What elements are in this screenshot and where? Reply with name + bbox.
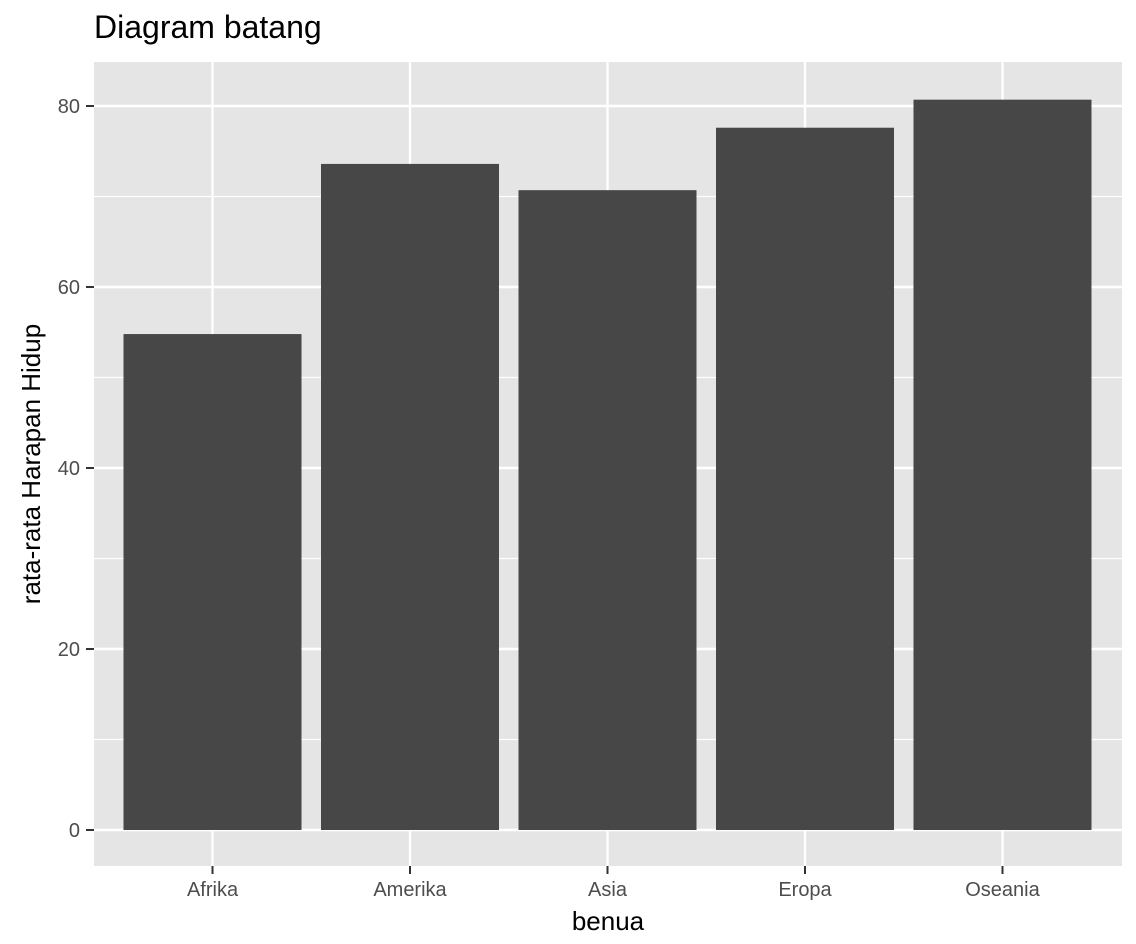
chart-title: Diagram batang <box>94 9 322 45</box>
x-axis: Afrika Amerika Asia Eropa Oseania <box>187 866 1041 901</box>
bars <box>123 99 1092 831</box>
bar-oseania <box>913 99 1092 831</box>
y-tick-label: 0 <box>69 820 80 842</box>
x-tick-label-amerika: Amerika <box>373 879 447 901</box>
x-tick-label-eropa: Eropa <box>778 879 832 901</box>
y-axis: 0 20 40 60 80 <box>58 96 94 842</box>
y-tick-label: 60 <box>58 277 80 299</box>
x-tick-label-afrika: Afrika <box>187 879 239 901</box>
bar-amerika <box>321 163 499 831</box>
bar-eropa <box>716 127 894 831</box>
x-axis-title: benua <box>572 906 645 936</box>
y-tick-label: 40 <box>58 458 80 480</box>
y-tick-label: 20 <box>58 639 80 661</box>
x-tick-label-oseania: Oseania <box>965 879 1040 901</box>
bar-asia <box>518 190 697 831</box>
y-tick-label: 80 <box>58 96 80 118</box>
y-axis-title: rata-rata Harapan Hidup <box>16 324 46 604</box>
bar-afrika <box>123 334 302 830</box>
x-tick-label-asia: Asia <box>588 879 628 901</box>
